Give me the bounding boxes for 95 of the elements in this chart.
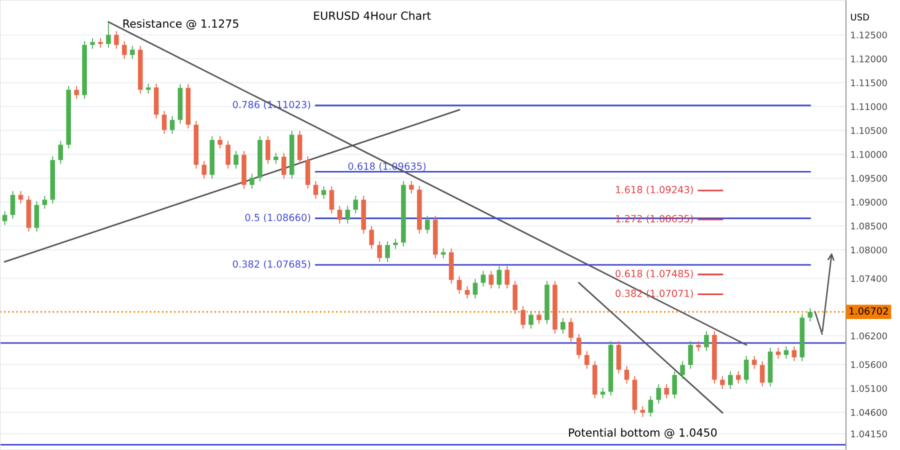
y-tick-label: 1.08000: [851, 246, 887, 254]
candlestick: [600, 387, 606, 399]
candlestick: [90, 38, 95, 50]
candlestick: [672, 370, 677, 399]
candlestick: [760, 360, 765, 387]
candlestick: [10, 190, 16, 220]
candlestick: [377, 240, 382, 262]
candlestick: [393, 238, 398, 250]
candlestick: [353, 195, 358, 214]
candlestick: [273, 152, 278, 164]
y-tick-label: 1.04150: [851, 430, 887, 438]
y-tick-label: 1.11000: [851, 103, 887, 110]
candlestick: [122, 40, 127, 60]
candlestick: [576, 333, 582, 360]
candlestick: [456, 276, 462, 294]
candlestick: [624, 365, 630, 384]
series-label: 0.382 (1.07685): [232, 260, 310, 269]
y-axis-title: USD: [851, 14, 869, 20]
candlestick: [345, 205, 350, 224]
ref-line-label: 1.06702: [850, 307, 888, 315]
candlestick: [218, 136, 222, 150]
candlestick: [752, 355, 757, 370]
annotation: Resistance @ 1.1275: [123, 19, 238, 30]
candlestick: [385, 240, 390, 262]
candlestick: [496, 266, 502, 290]
candlestick: [728, 370, 733, 390]
candlestick: [170, 116, 175, 134]
candlestick: [440, 248, 446, 259]
y-tick-label: 1.11500: [851, 79, 887, 86]
candlestick: [250, 173, 254, 190]
candlestick: [520, 306, 526, 330]
candlestick: [704, 330, 709, 352]
y-tick-label: 1.07400: [851, 275, 887, 282]
y-tick-label: 1.12500: [851, 32, 887, 38]
series-label: 0.618 (1.07485): [616, 270, 693, 278]
candlestick: [369, 225, 374, 250]
candlestick: [114, 30, 119, 50]
candlestick: [226, 140, 230, 170]
candlestick: [784, 346, 789, 360]
candlestick: [584, 350, 590, 370]
series-label: 0.382 (1.07071): [616, 290, 693, 298]
y-tick-label: 1.06200: [851, 332, 887, 340]
annotation: Potential bottom @ 1.0450: [569, 428, 717, 439]
candlestick: [146, 83, 151, 94]
y-tick-label: 1.10500: [851, 127, 887, 134]
candlestick: [480, 270, 486, 288]
candlestick: [648, 396, 654, 418]
text: EURUSD 4Hour Chart: [314, 11, 431, 20]
candlestick: [42, 195, 48, 210]
y-tick-label: 1.08500: [851, 222, 887, 230]
candlestick: [234, 150, 238, 170]
candlestick: [409, 180, 414, 194]
candlestick: [664, 384, 669, 399]
series-label: 0.5 (1.08660): [245, 214, 310, 222]
candlestick: [744, 355, 749, 384]
candlestick: [130, 45, 135, 60]
series-label: 1.618 (1.09243): [616, 186, 693, 194]
candlestick: [560, 318, 566, 334]
candlestick: [281, 152, 286, 180]
candlestick: [329, 186, 334, 214]
y-tick-label: 1.04600: [851, 408, 887, 416]
candlestick: [34, 200, 40, 232]
y-tick-label: 1.09500: [851, 174, 887, 182]
candlestick: [808, 308, 813, 322]
candlestick: [504, 266, 510, 290]
candlestick: [337, 205, 342, 224]
candlestick: [162, 110, 167, 134]
candlestick: [688, 340, 693, 370]
candlestick: [98, 38, 103, 48]
candlestick: [696, 340, 701, 352]
candlestick: [313, 180, 318, 200]
y-tick-label: 1.12000: [851, 55, 887, 62]
y-tick-label: 1.09000: [851, 198, 887, 206]
candlestick: [321, 186, 326, 200]
candlestick: [488, 270, 494, 290]
candlestick: [720, 375, 725, 390]
candlestick: [536, 310, 542, 324]
candlestick: [776, 347, 781, 360]
y-tick-label: 1.05600: [851, 361, 887, 368]
candlestick: [736, 370, 741, 384]
candlestick: [266, 136, 270, 164]
candlestick: [202, 160, 207, 180]
candlestick: [74, 86, 79, 100]
candlestick: [58, 140, 63, 164]
candlestick: [680, 360, 685, 380]
candlestick: [472, 278, 478, 300]
candlestick: [106, 21, 111, 48]
y-tick-label: 1.10000: [851, 151, 887, 158]
candlestick: [656, 384, 662, 404]
candlestick: [568, 318, 574, 342]
candlestick: [792, 346, 797, 362]
y-tick-label: 1.05100: [851, 385, 887, 392]
candlestick: [424, 215, 430, 234]
candlestick: [528, 310, 534, 330]
candlestick: [2, 210, 8, 226]
